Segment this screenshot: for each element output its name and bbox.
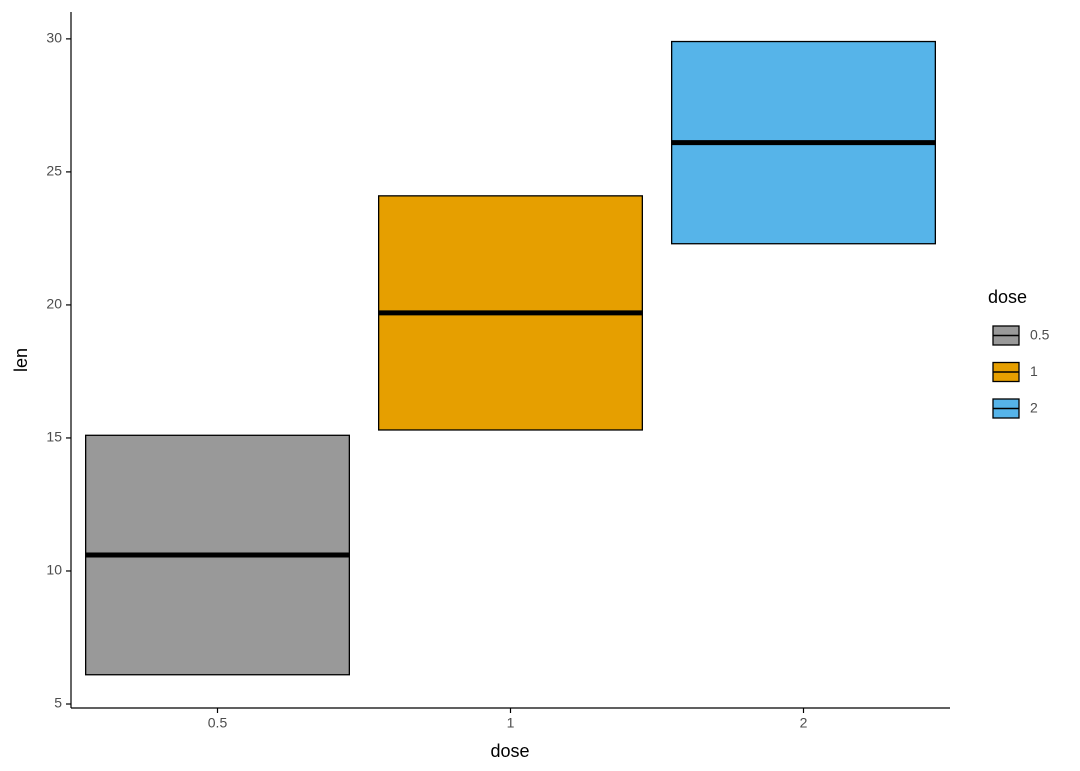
y-tick-label: 30 bbox=[46, 30, 62, 46]
legend-label: 1 bbox=[1030, 363, 1038, 379]
x-axis-title: dose bbox=[490, 741, 529, 761]
y-tick-label: 10 bbox=[46, 562, 62, 578]
x-tick-label: 1 bbox=[507, 715, 515, 731]
legend-title: dose bbox=[988, 287, 1027, 307]
y-tick-label: 25 bbox=[46, 163, 62, 179]
y-axis-title: len bbox=[11, 348, 31, 372]
y-tick-label: 20 bbox=[46, 296, 62, 312]
y-tick-label: 15 bbox=[46, 429, 62, 445]
legend-label: 2 bbox=[1030, 400, 1038, 416]
x-tick-label: 2 bbox=[800, 715, 808, 731]
x-tick-label: 0.5 bbox=[208, 715, 228, 731]
y-tick-label: 5 bbox=[54, 695, 62, 711]
legend-label: 0.5 bbox=[1030, 327, 1050, 343]
